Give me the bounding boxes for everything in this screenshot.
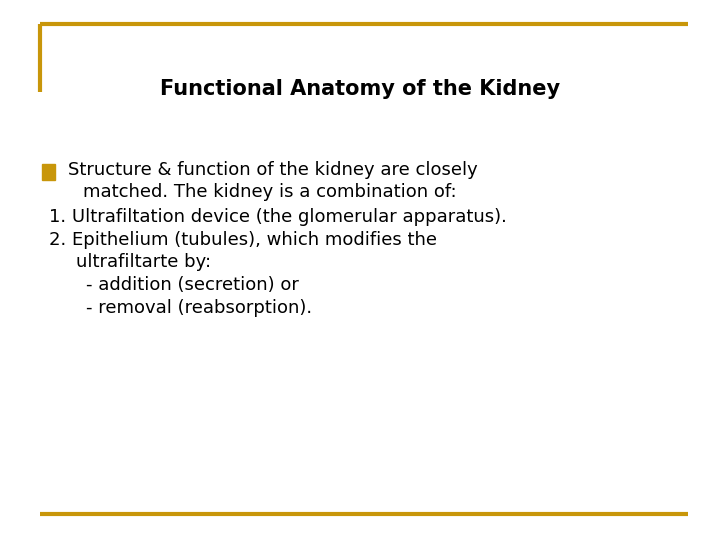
Text: - removal (reabsorption).: - removal (reabsorption). <box>86 299 312 317</box>
Text: matched. The kidney is a combination of:: matched. The kidney is a combination of: <box>83 183 456 201</box>
Text: 2. Epithelium (tubules), which modifies the: 2. Epithelium (tubules), which modifies … <box>49 231 437 249</box>
Text: ultrafiltarte by:: ultrafiltarte by: <box>76 253 211 271</box>
Text: Structure & function of the kidney are closely: Structure & function of the kidney are c… <box>68 161 478 179</box>
Bar <box>42 164 55 180</box>
Text: 1. Ultrafiltation device (the glomerular apparatus).: 1. Ultrafiltation device (the glomerular… <box>49 208 507 226</box>
Text: Functional Anatomy of the Kidney: Functional Anatomy of the Kidney <box>160 79 560 99</box>
Text: - addition (secretion) or: - addition (secretion) or <box>86 276 300 294</box>
